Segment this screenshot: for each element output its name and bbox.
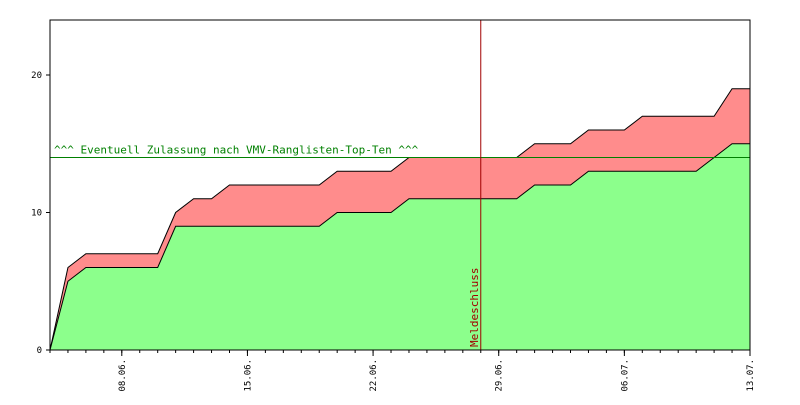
reference-label-meldeschluss: Meldeschluss [468,268,481,347]
x-tick-label: 13.07. [746,359,756,392]
x-tick-label: 29.06. [495,359,505,392]
x-tick-label: 08.06. [118,359,128,392]
series-line-1 [49,88,750,351]
series-line-0 [49,143,750,351]
x-tick-label: 06.07. [620,359,630,392]
reference-label-zulassung: ^^^ Eventuell Zulassung nach VMV-Ranglis… [54,144,419,157]
y-tick-label: 20 [31,71,42,81]
plot-frame [49,19,751,351]
series-area-0 [50,143,750,350]
y-tick-label: 10 [31,209,42,219]
reference-lines: ^^^ Eventuell Zulassung nach VMV-Ranglis… [50,20,750,350]
series-areas [49,88,750,351]
y-tick-label: 0 [37,346,42,356]
x-tick-label: 15.06. [243,359,253,392]
y-axis: 0 10 20 [31,71,50,356]
x-tick-label: 22.06. [369,359,379,392]
x-axis: 08.06. 15.06. 22.06. 29.06. 06.07. 13.07. [49,350,756,392]
